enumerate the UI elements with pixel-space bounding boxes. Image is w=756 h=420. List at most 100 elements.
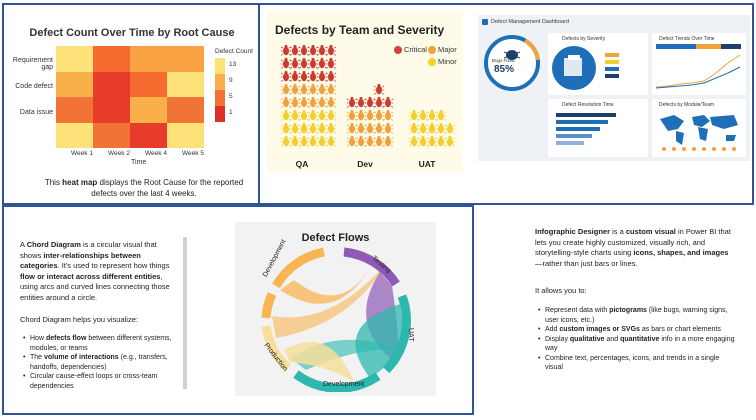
team-chart-title: Defects by Team and Severity — [275, 23, 445, 37]
bug-icon — [346, 135, 358, 147]
resolution-chart — [556, 113, 616, 145]
heatmap-cell — [167, 71, 204, 97]
bug-icon — [316, 109, 328, 121]
info-bold: pictograms — [609, 307, 647, 314]
bug-icon — [373, 122, 385, 134]
list-item: Add custom images or SVGs as bars or cha… — [538, 325, 738, 335]
chord-diagram — [261, 247, 411, 392]
info-bold: custom images or SVGs — [559, 326, 640, 333]
caption-text: displays the Root Cause for the reported… — [91, 178, 244, 198]
bugs-fixed-gauge — [484, 35, 540, 91]
bug-icon — [325, 135, 337, 147]
heatmap-caption: This heat map displays the Root Cause fo… — [44, 177, 244, 199]
dashboard-logo-icon — [482, 19, 488, 25]
heatmap-cell — [167, 122, 204, 148]
bug-icon — [307, 70, 319, 82]
bug-icon — [346, 122, 358, 134]
chord-bold: inter-relationships between categories — [20, 250, 141, 271]
legend-swatch — [215, 58, 225, 74]
team-label-qa: QA — [295, 159, 309, 169]
bug-icon — [426, 122, 438, 134]
heatmap-row-label: Requirement gap — [12, 57, 53, 71]
bug-icon — [307, 109, 319, 121]
heatmap-cell — [93, 122, 130, 148]
bug-icon — [307, 96, 319, 108]
bug-icon — [417, 122, 429, 134]
heatmap-cell — [130, 46, 167, 72]
bug-icon — [426, 135, 438, 147]
bug-icon — [355, 122, 367, 134]
list-item: Display qualitative and quantitative inf… — [538, 335, 738, 354]
module-title: Defects by Module/Team — [659, 102, 715, 108]
bug-icon — [280, 109, 292, 121]
info-text: is a — [610, 227, 626, 236]
trends-title: Defect Trends Over Time — [659, 36, 715, 42]
heatmap-title: Defect Count Over Time by Root Cause — [29, 27, 235, 39]
bug-icon — [382, 135, 394, 147]
heatmap-row-label: Data issue — [19, 109, 53, 116]
heatmap-cell — [56, 122, 93, 148]
legend-major-dot — [428, 46, 436, 54]
bug-icon — [289, 96, 301, 108]
dashboard-thumbnail: Defect Management Dashboard Bugs Fixed 8… — [478, 15, 750, 161]
info-text: Represent data with — [545, 307, 610, 314]
legend-value: 5 — [229, 93, 233, 100]
bug-icon — [298, 57, 310, 69]
infographic-allows: It allows you to: — [535, 286, 587, 295]
heatmap-col-label: Week 2 — [108, 150, 130, 157]
info-bold: icons, shapes, and images — [633, 248, 729, 257]
bug-icon — [408, 135, 420, 147]
heatmap-col-label: Week 4 — [145, 150, 167, 157]
chord-text: (e.g., transfers, handoffs, dependencies… — [30, 354, 168, 371]
legend-swatch — [215, 74, 225, 90]
list-item: Represent data with pictograms (like bug… — [538, 306, 738, 325]
list-item: Combine text, percentages, icons, and tr… — [538, 354, 738, 373]
bug-icon — [280, 83, 292, 95]
bug-icon — [373, 83, 385, 95]
bug-icon — [280, 135, 292, 147]
heatmap-cell — [167, 97, 204, 123]
info-bold: custom visual — [625, 227, 676, 236]
bug-icon — [325, 109, 337, 121]
severity-title: Defects by Severity — [562, 36, 606, 42]
bug-icon — [382, 122, 394, 134]
bug-icon — [435, 109, 447, 121]
heatmap-legend-title: Defect Count — [215, 48, 253, 55]
chord-segment-label: UAT — [407, 328, 414, 342]
bug-icon — [364, 109, 376, 121]
chord-text: Circular cause-effect loops or cross-tea… — [30, 373, 158, 390]
heatmap-cell — [130, 122, 167, 148]
chord-text: The — [30, 354, 45, 361]
bug-icon — [316, 44, 328, 56]
heatmap-cell — [130, 97, 167, 123]
heatmap-cell — [93, 97, 130, 123]
bug-icon — [298, 122, 310, 134]
heatmap-legend: 13 9 5 1 — [215, 58, 255, 128]
bug-icon — [408, 122, 420, 134]
bug-icon — [435, 135, 447, 147]
bug-icon — [316, 122, 328, 134]
chord-text: , using arcs and curved lines connecting… — [20, 271, 170, 302]
bug-icon — [382, 109, 394, 121]
heatmap-cell — [93, 71, 130, 97]
bug-icon — [346, 96, 358, 108]
bug-icon — [417, 109, 429, 121]
bug-icon — [435, 122, 447, 134]
resolution-title: Defect Resolution Time — [562, 102, 614, 108]
bug-icon — [426, 109, 438, 121]
chord-text: . It's used to represent how things — [57, 261, 170, 270]
bug-icon — [444, 122, 456, 134]
legend-value: 9 — [229, 77, 233, 84]
heatmap-x-title: Time — [131, 159, 147, 166]
module-map — [660, 115, 738, 151]
heatmap-cell — [130, 71, 167, 97]
legend-label: Major — [438, 45, 457, 54]
chord-intro: A Chord Diagram is a circular visual tha… — [20, 240, 180, 303]
bug-icon — [364, 96, 376, 108]
bug-icon — [364, 135, 376, 147]
bug-icon — [307, 44, 319, 56]
bug-icon — [298, 109, 310, 121]
chord-bold: defects flow — [45, 335, 87, 342]
bug-icon — [289, 83, 301, 95]
heatmap-panel: Defect Count Over Time by Root Cause Req… — [2, 3, 260, 205]
